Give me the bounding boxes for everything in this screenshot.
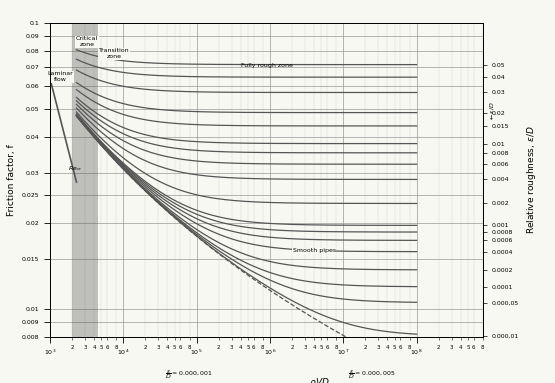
Text: Fully rough zone: Fully rough zone	[241, 63, 292, 68]
Text: $Re_{cr}$: $Re_{cr}$	[68, 164, 82, 173]
Y-axis label: Relative roughness, $\varepsilon/D$: Relative roughness, $\varepsilon/D$	[524, 126, 538, 234]
Text: Laminar
flow: Laminar flow	[48, 71, 74, 82]
Text: $\dfrac{\varepsilon}{D} = 0.000,005$: $\dfrac{\varepsilon}{D} = 0.000,005$	[348, 368, 396, 381]
Text: Smooth pipes: Smooth pipes	[292, 248, 336, 253]
Text: $\leftarrow \varepsilon/D$: $\leftarrow \varepsilon/D$	[487, 101, 496, 121]
X-axis label: Reynolds number, $Re = \dfrac{\rho VD}{\mu}$: Reynolds number, $Re = \dfrac{\rho VD}{\…	[202, 376, 331, 383]
Text: Transition
zone: Transition zone	[99, 49, 129, 59]
Text: $\dfrac{\varepsilon}{D} = 0.000,001$: $\dfrac{\varepsilon}{D} = 0.000,001$	[165, 368, 213, 381]
Y-axis label: Friction factor, f: Friction factor, f	[7, 144, 16, 216]
Text: Critical
zone: Critical zone	[76, 36, 98, 47]
Bar	[72, 23, 98, 337]
